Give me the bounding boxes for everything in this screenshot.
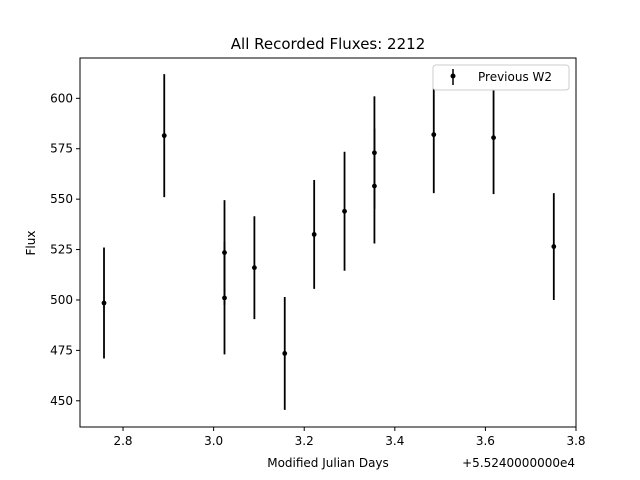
y-tick-label: 575 <box>50 142 73 156</box>
data-point <box>282 351 288 356</box>
data-point <box>372 183 377 189</box>
y-tick-label: 600 <box>50 91 73 105</box>
data-point <box>101 300 107 306</box>
x-tick-label: 3.6 <box>476 434 495 448</box>
data-point <box>491 135 496 141</box>
y-axis-ticks: 450 475 500 525 550 575 600 <box>50 91 80 408</box>
legend-label: Previous W2 <box>478 70 552 84</box>
y-tick-label: 525 <box>50 243 73 257</box>
y-tick-label: 550 <box>50 192 73 206</box>
x-tick-label: 3.2 <box>295 434 314 448</box>
data-point <box>342 208 347 214</box>
data-point <box>222 295 227 301</box>
data-point <box>251 265 257 271</box>
legend-box <box>432 64 570 91</box>
data-point <box>431 132 437 138</box>
data-point <box>551 244 557 249</box>
chart-title: All Recorded Fluxes: 2212 <box>231 35 425 53</box>
x-axis-ticks: 2.8 3.0 3.2 3.4 3.6 3.8 <box>113 427 586 448</box>
y-axis-label: Flux <box>24 231 38 256</box>
data-point <box>161 133 167 139</box>
data-point <box>311 232 317 237</box>
y-tick-label: 450 <box>50 394 73 408</box>
x-tick-label: 3.8 <box>566 434 585 448</box>
y-tick-label: 475 <box>50 343 73 357</box>
x-tick-label: 2.8 <box>113 434 132 448</box>
y-tick-label: 500 <box>50 293 73 307</box>
x-tick-label: 3.0 <box>204 434 223 448</box>
x-tick-label: 3.4 <box>385 434 404 448</box>
data-points <box>101 74 557 410</box>
legend: Previous W2 <box>432 64 570 91</box>
x-axis-label: Modified Julian Days <box>267 456 389 470</box>
x-axis-offset-label: +5.5240000000e4 <box>462 456 575 470</box>
legend-marker-icon <box>450 73 456 79</box>
plot-frame <box>79 57 577 428</box>
